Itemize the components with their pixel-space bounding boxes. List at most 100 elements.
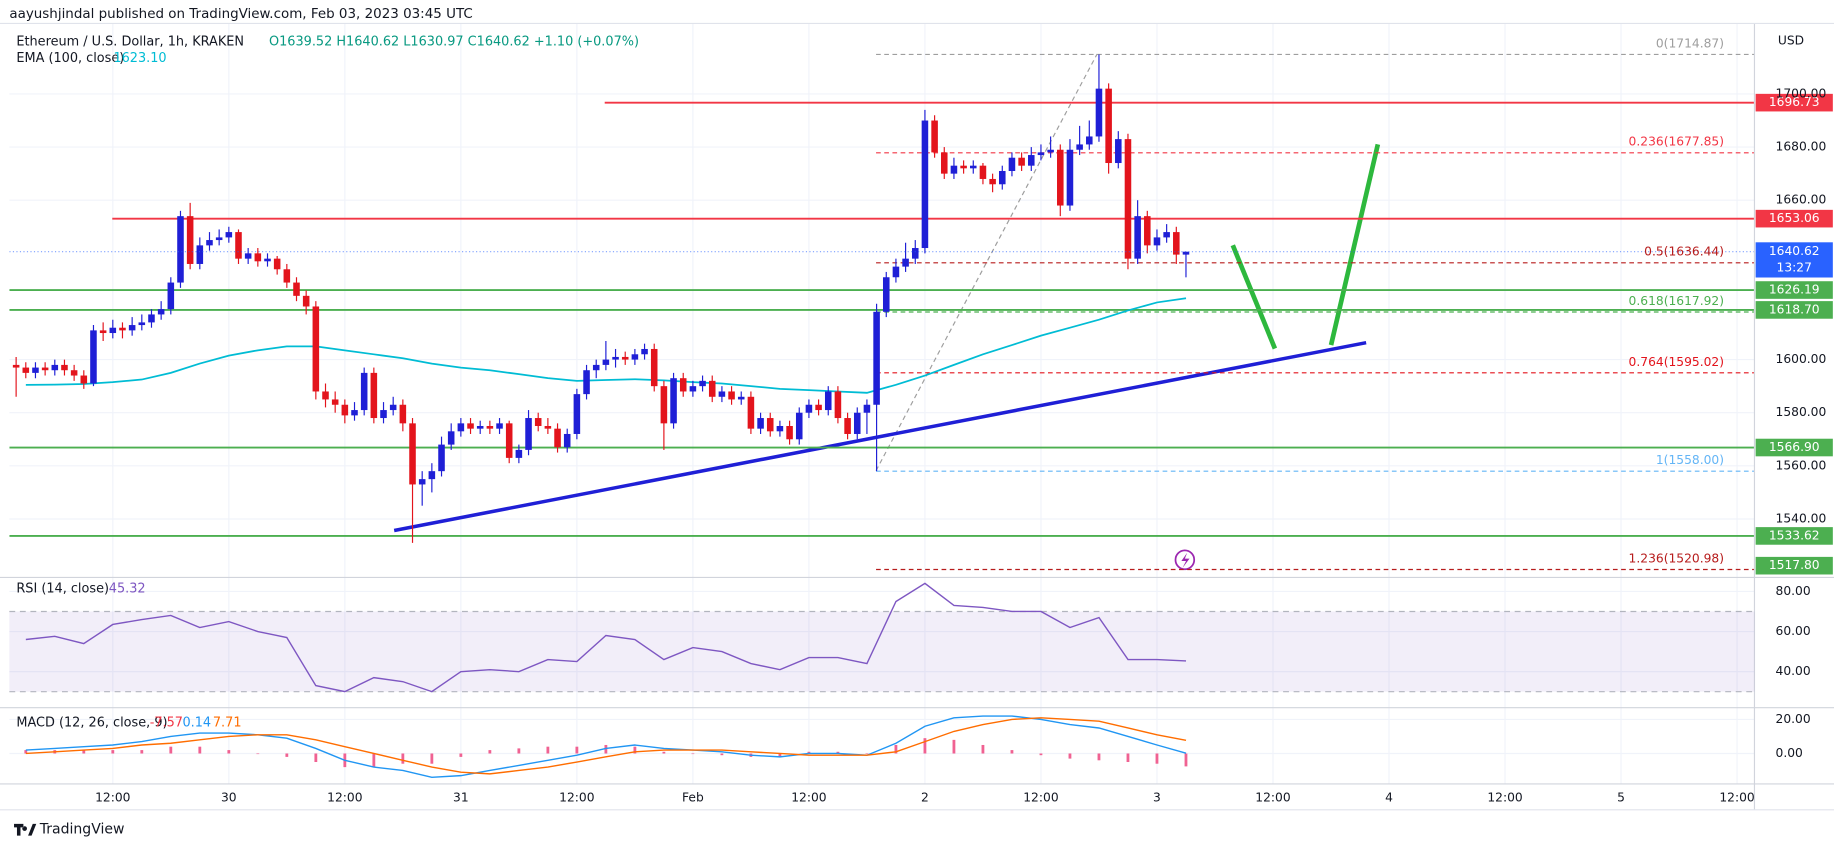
- candle-body: [911, 248, 919, 259]
- candle-body: [389, 404, 397, 411]
- candle-body: [650, 348, 658, 387]
- fib-label: 0.618(1617.92): [1629, 294, 1724, 308]
- macd-histogram-bar: [1126, 753, 1130, 763]
- candle-body: [1057, 149, 1064, 206]
- candle-body: [312, 306, 320, 392]
- candle-body: [447, 431, 455, 445]
- candle-body: [631, 354, 639, 360]
- candle-body: [1018, 157, 1025, 166]
- macd-histogram-bar: [1010, 750, 1014, 754]
- macd-histogram-bar: [198, 746, 202, 754]
- macd-histogram-bar: [546, 746, 550, 754]
- level-price-tag: [1755, 281, 1833, 299]
- candle-body: [979, 165, 987, 179]
- candle-body: [206, 240, 213, 246]
- level-price-tag: [1755, 209, 1833, 228]
- x-tick-label: 12:00: [1487, 791, 1522, 805]
- candle-body: [670, 378, 677, 424]
- candle-body: [824, 391, 832, 411]
- fib-label: 1(1558.00): [1656, 453, 1724, 467]
- candle-body: [950, 165, 958, 174]
- candle-body: [583, 370, 590, 395]
- candle-body: [1153, 237, 1161, 246]
- candle-body: [476, 426, 484, 429]
- candle-body: [41, 367, 49, 371]
- macd-histogram-bar: [604, 744, 608, 754]
- candle-body: [264, 258, 271, 262]
- candle-body: [428, 471, 436, 480]
- candle-body: [612, 356, 619, 360]
- candle-body: [679, 378, 687, 392]
- candle-body: [99, 330, 107, 334]
- candle-body: [138, 322, 146, 326]
- candle-body: [940, 152, 948, 174]
- candle-body: [902, 258, 909, 267]
- level-price-tag: [1755, 301, 1833, 319]
- macd-histogram-bar: [140, 750, 144, 754]
- macd-histogram-bar: [981, 744, 985, 754]
- fib-label: 0.236(1677.85): [1629, 135, 1724, 149]
- candle-body: [689, 386, 697, 392]
- candle-body: [418, 479, 426, 485]
- x-tick-label: 12:00: [327, 791, 362, 805]
- signal-line: [25, 717, 1187, 775]
- level-price-tag: [1755, 556, 1833, 575]
- candle-body: [1076, 144, 1083, 150]
- candle-body: [380, 410, 387, 419]
- x-tick-label: 12:00: [791, 791, 826, 805]
- candle-body: [999, 170, 1006, 185]
- macd-hist-value: -7.57: [150, 715, 183, 730]
- macd-histogram-bar: [1184, 753, 1188, 767]
- candle-body: [718, 391, 726, 397]
- macd-histogram-bar: [836, 751, 840, 754]
- fib-label: 0.764(1595.02): [1629, 355, 1724, 369]
- candle-body: [496, 423, 503, 429]
- x-tick-label: 3: [1153, 791, 1161, 805]
- ema-line: [25, 297, 1187, 394]
- candle-body: [882, 277, 890, 312]
- symbol-title: Ethereum / U.S. Dollar, 1h, KRAKEN: [16, 35, 244, 50]
- candle-body: [1037, 152, 1045, 156]
- macd-signal-value: 7.71: [213, 715, 242, 730]
- macd-histogram-bar: [1155, 753, 1159, 764]
- candle-body: [641, 348, 648, 355]
- candle-body: [1066, 149, 1074, 206]
- candle-body: [167, 282, 175, 310]
- candle-body: [12, 364, 20, 368]
- candle-body: [602, 359, 610, 365]
- x-tick-label: Feb: [682, 791, 704, 805]
- currency: USD: [1778, 34, 1804, 48]
- macd-histogram-bar: [169, 746, 173, 754]
- macd-histogram-bar: [691, 753, 695, 755]
- last-price-label: 1640.62: [1769, 244, 1820, 258]
- candle-body: [786, 426, 793, 440]
- x-tick-label: 31: [453, 791, 469, 805]
- event-icon[interactable]: [1174, 549, 1196, 571]
- candle-body: [51, 364, 59, 371]
- macd-value: 0.14: [182, 715, 211, 730]
- candle-body: [853, 412, 861, 434]
- candle-body: [863, 404, 871, 413]
- candle-body: [805, 404, 813, 413]
- rsi-band: [9, 611, 1755, 692]
- macd-histogram-bar: [720, 753, 724, 756]
- y-tick-label: 1680.00: [1776, 140, 1827, 154]
- level-price-tag: [1755, 93, 1833, 112]
- candle-body: [32, 367, 39, 373]
- candle-body: [1163, 232, 1170, 238]
- candle-body: [834, 391, 842, 419]
- candle-body: [776, 426, 784, 432]
- candle-body: [621, 356, 629, 360]
- candle-body: [109, 327, 117, 334]
- candle-body: [215, 237, 223, 241]
- candle-body: [467, 423, 474, 429]
- candle-body: [921, 120, 929, 249]
- candle-body: [486, 426, 494, 429]
- candle-body: [235, 232, 242, 259]
- brand-logo: [14, 823, 37, 836]
- candle-body: [699, 380, 706, 387]
- candle-body: [1008, 157, 1016, 171]
- candle-body: [554, 428, 561, 448]
- macd-histogram-bar: [459, 753, 463, 757]
